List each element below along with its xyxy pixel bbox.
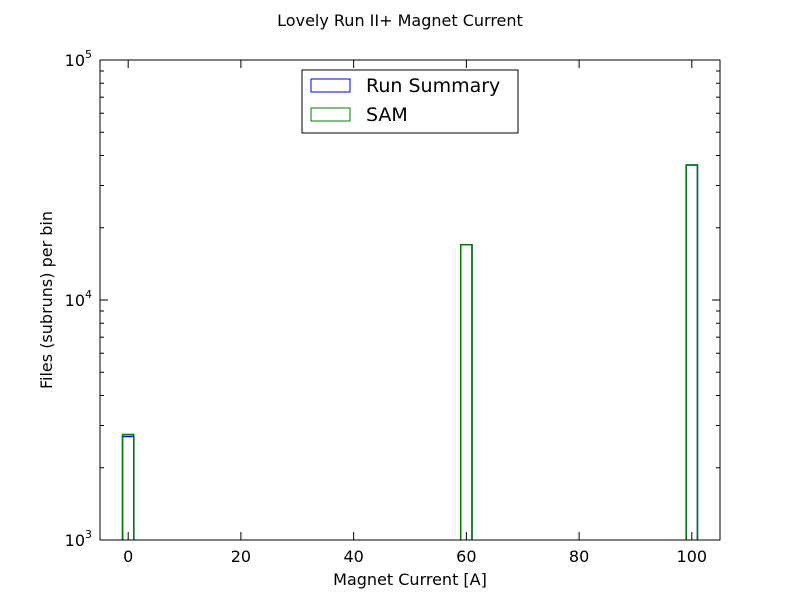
x-tick-label: 20 <box>231 547 251 566</box>
y-tick-label: 104 <box>65 288 92 310</box>
x-tick-label: 80 <box>569 547 589 566</box>
axis-ticks: 0 20 40 60 80 100 103 104 105 <box>65 48 720 566</box>
y-tick-label: 105 <box>65 48 92 70</box>
legend-box <box>301 69 519 134</box>
series-run-summary <box>121 164 699 540</box>
x-tick-label: 0 <box>123 547 133 566</box>
histogram-bar-run-summary <box>459 243 473 540</box>
histogram-bar-run-summary <box>685 164 699 540</box>
chart-title: Lovely Run II+ Magnet Current <box>277 11 523 30</box>
histogram-bar-sam <box>121 433 135 540</box>
series-sam <box>121 164 699 540</box>
x-tick-label: 60 <box>456 547 476 566</box>
y-tick-label: 103 <box>65 528 92 550</box>
y-axis-label: Files (subruns) per bin <box>37 211 56 389</box>
legend-label-run-summary: Run Summary <box>366 75 500 97</box>
x-tick-label: 40 <box>343 547 363 566</box>
histogram-bar-sam <box>685 164 699 540</box>
histogram-bar-sam <box>459 243 473 540</box>
legend: Run Summary SAM <box>301 69 519 134</box>
histogram-bar-run-summary <box>121 435 135 540</box>
x-axis-label: Magnet Current [A] <box>333 570 487 589</box>
legend-label-sam: SAM <box>366 104 408 126</box>
legend-swatch-run-summary <box>310 78 351 93</box>
x-tick-label: 100 <box>677 547 708 566</box>
legend-swatch-sam <box>310 107 351 122</box>
histogram-series <box>121 164 699 540</box>
